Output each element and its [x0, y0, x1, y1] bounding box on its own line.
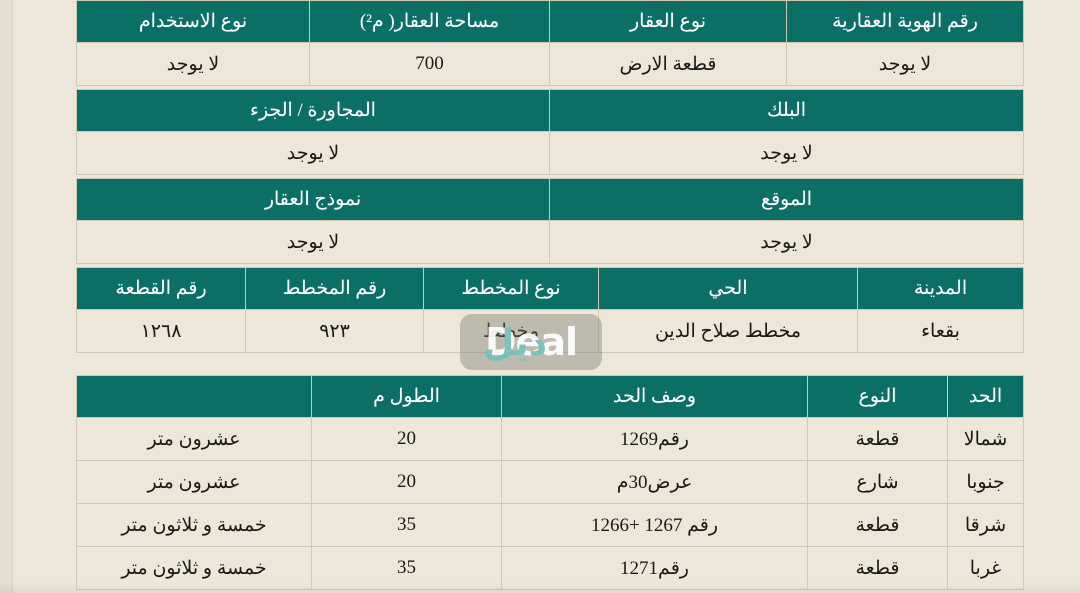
value-block: لا يوجد — [549, 131, 1024, 175]
cell-length-words: عشرون متر — [76, 417, 312, 461]
value-parcel-number: ١٢٦٨ — [76, 309, 246, 353]
property-details-table-row2: البلك المجاورة / الجزء لا يوجد لا يوجد — [76, 89, 1024, 175]
cell-length-words: عشرون متر — [76, 460, 312, 504]
header-real-estate-id: رقم الهوية العقارية — [786, 0, 1024, 43]
cell-length-m: 35 — [311, 546, 502, 590]
value-property-model: لا يوجد — [76, 220, 550, 264]
table-header-row: رقم الهوية العقارية نوع العقار مساحة الع… — [76, 0, 1024, 43]
header-length-m: الطول م — [311, 375, 502, 418]
value-city: بقعاء — [857, 309, 1024, 353]
value-real-estate-id: لا يوجد — [786, 42, 1024, 86]
value-usage-type: لا يوجد — [76, 42, 310, 86]
value-district: مخطط صلاح الدين — [598, 309, 858, 353]
cell-boundary-description: عرض30م — [501, 460, 808, 504]
cell-length-m: 35 — [311, 503, 502, 547]
header-type: النوع — [807, 375, 948, 418]
header-property-model: نموذج العقار — [76, 178, 550, 221]
header-length-words — [76, 375, 312, 418]
table-row: جنوبا شارع عرض30م 20 عشرون متر — [76, 460, 1024, 504]
boundaries-table: الحد النوع وصف الحد الطول م شمالا قطعة ر… — [76, 375, 1024, 590]
header-property-area: مساحة العقار( م²) — [309, 0, 550, 43]
value-plan-type: مخطط — [423, 309, 599, 353]
value-property-area: 700 — [309, 42, 550, 86]
property-details-table-row3: الموقع نموذج العقار لا يوجد لا يوجد — [76, 178, 1024, 264]
cell-boundary: جنوبا — [947, 460, 1024, 504]
cell-boundary: شمالا — [947, 417, 1024, 461]
header-boundary-description: وصف الحد — [501, 375, 808, 418]
header-property-type: نوع العقار — [549, 0, 787, 43]
table-header-row: الحد النوع وصف الحد الطول م — [76, 375, 1024, 418]
table-header-row: المدينة الحي نوع المخطط رقم المخطط رقم ا… — [76, 267, 1024, 310]
cell-length-m: 20 — [311, 417, 502, 461]
cell-length-m: 20 — [311, 460, 502, 504]
value-property-type: قطعة الارض — [549, 42, 787, 86]
cell-boundary: غربا — [947, 546, 1024, 590]
cell-type: قطعة — [807, 417, 948, 461]
cell-boundary-description: رقم1271 — [501, 546, 808, 590]
header-plan-type: نوع المخطط — [423, 267, 599, 310]
cell-type: شارع — [807, 460, 948, 504]
value-plan-number: ٩٢٣ — [245, 309, 424, 353]
value-location: لا يوجد — [549, 220, 1024, 264]
table-row: غربا قطعة رقم1271 35 خمسة و ثلاثون متر — [76, 546, 1024, 590]
header-district: الحي — [598, 267, 858, 310]
header-usage-type: نوع الاستخدام — [76, 0, 310, 43]
table-row: لا يوجد لا يوجد — [76, 220, 1024, 264]
header-city: المدينة — [857, 267, 1024, 310]
table-row: لا يوجد قطعة الارض 700 لا يوجد — [76, 42, 1024, 86]
table-row: لا يوجد لا يوجد — [76, 131, 1024, 175]
table-row: بقعاء مخطط صلاح الدين مخطط ٩٢٣ ١٢٦٨ — [76, 309, 1024, 353]
header-boundary: الحد — [947, 375, 1024, 418]
header-block: البلك — [549, 89, 1024, 132]
header-location: الموقع — [549, 178, 1024, 221]
header-parcel-number: رقم القطعة — [76, 267, 246, 310]
cell-type: قطعة — [807, 503, 948, 547]
table-row: شرقا قطعة رقم 1267 +1266 35 خمسة و ثلاثو… — [76, 503, 1024, 547]
document-sheet: رقم الهوية العقارية نوع العقار مساحة الع… — [76, 0, 1024, 593]
section-spacer — [77, 353, 1024, 375]
cell-length-words: خمسة و ثلاثون متر — [76, 503, 312, 547]
cell-boundary-description: رقم1269 — [501, 417, 808, 461]
cell-length-words: خمسة و ثلاثون متر — [76, 546, 312, 590]
header-plan-number: رقم المخطط — [245, 267, 424, 310]
cell-type: قطعة — [807, 546, 948, 590]
header-neighbouring-part: المجاورة / الجزء — [76, 89, 550, 132]
property-details-table-row1: رقم الهوية العقارية نوع العقار مساحة الع… — [76, 0, 1024, 86]
property-details-table-row4: المدينة الحي نوع المخطط رقم المخطط رقم ا… — [76, 267, 1024, 353]
table-header-row: الموقع نموذج العقار — [76, 178, 1024, 221]
cell-boundary-description: رقم 1267 +1266 — [501, 503, 808, 547]
table-row: شمالا قطعة رقم1269 20 عشرون متر — [76, 417, 1024, 461]
table-header-row: البلك المجاورة / الجزء — [76, 89, 1024, 132]
value-neighbouring-part: لا يوجد — [76, 131, 550, 175]
cell-boundary: شرقا — [947, 503, 1024, 547]
